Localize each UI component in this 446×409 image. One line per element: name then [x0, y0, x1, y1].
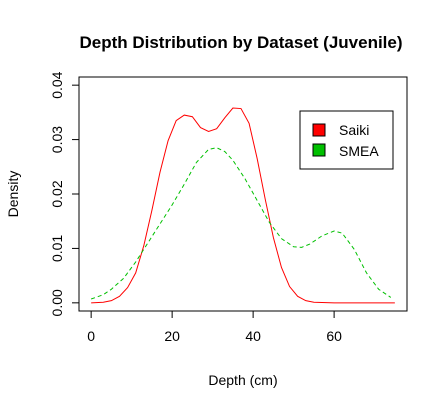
- y-tick-label: 0.00: [49, 289, 65, 316]
- y-tick-label: 0.04: [49, 71, 65, 98]
- legend-swatch-smea: [312, 143, 326, 157]
- legend-swatch-saiki: [312, 123, 326, 137]
- y-tick-label: 0.02: [49, 180, 65, 207]
- y-tick-label: 0.01: [49, 235, 65, 262]
- y-axis: 0.00 0.01 0.02 0.03 0.04: [49, 71, 80, 316]
- x-axis-label: Depth (cm): [208, 372, 277, 388]
- x-axis: 0 20 40 60: [87, 310, 342, 344]
- legend-label-smea: SMEA: [339, 143, 379, 159]
- y-axis-label: Density: [5, 171, 21, 218]
- chart-title: Depth Distribution by Dataset (Juvenile): [79, 33, 402, 52]
- x-tick-label: 0: [87, 328, 95, 344]
- x-tick-label: 40: [245, 328, 261, 344]
- y-tick-label: 0.03: [49, 126, 65, 153]
- series-line-saiki: [91, 107, 395, 304]
- legend-label-saiki: Saiki: [339, 122, 369, 138]
- series-lines: [90, 107, 395, 304]
- legend-box: [299, 110, 394, 170]
- x-tick-label: 60: [326, 328, 342, 344]
- legend: Saiki SMEA: [299, 110, 394, 170]
- x-tick-label: 20: [164, 328, 180, 344]
- series-line-smea: [90, 147, 392, 300]
